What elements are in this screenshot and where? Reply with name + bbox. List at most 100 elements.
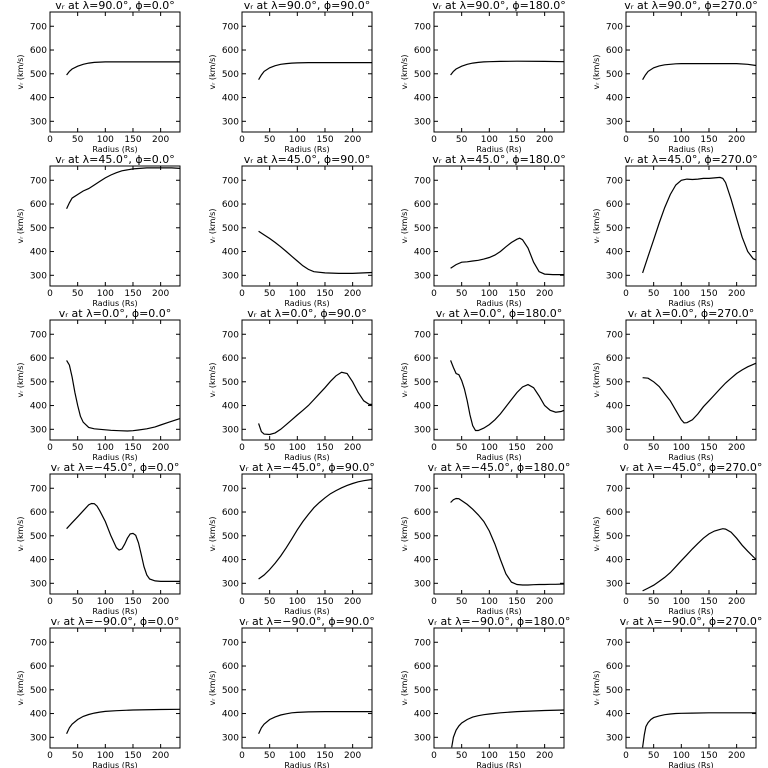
series-line <box>66 360 181 432</box>
x-tick-label: 150 <box>124 289 141 299</box>
panel-0-3: vᵣ at λ=90.0°, ϕ=270.0° 0 50 100 150 200 300 40… <box>592 0 758 154</box>
panel-3-3: vᵣ at λ=−45.0°, ϕ=270.0° 0 50 100 150 200 300 4… <box>592 461 762 616</box>
y-tick-label: 700 <box>222 330 239 340</box>
y-axis-label: vᵣ (km/s) <box>16 671 25 706</box>
x-tick-label: 150 <box>508 751 525 761</box>
x-tick-label: 200 <box>536 135 553 145</box>
y-tick-label: 300 <box>606 425 623 435</box>
x-tick-label: 200 <box>344 443 361 453</box>
plot-frame <box>625 165 757 287</box>
panel-title: vᵣ at λ=0.0°, ϕ=180.0° <box>436 307 563 320</box>
x-tick-label: 50 <box>456 289 468 299</box>
panel-4-1: vᵣ at λ=−90.0°, ϕ=90.0° 0 50 100 150 200 300 40… <box>208 615 375 768</box>
panel-0-2: vᵣ at λ=90.0°, ϕ=180.0° 0 50 100 150 200 300 40… <box>400 0 566 154</box>
x-axis-label: Radius (Rs) <box>284 299 329 308</box>
y-tick-label: 300 <box>414 117 431 127</box>
x-tick-label: 200 <box>344 597 361 607</box>
y-tick-label: 500 <box>414 378 431 388</box>
x-tick-label: 200 <box>152 443 169 453</box>
x-tick-label: 100 <box>289 289 306 299</box>
panel-title: vᵣ at λ=−45.0°, ϕ=180.0° <box>428 461 571 474</box>
y-tick-label: 600 <box>30 508 47 518</box>
y-tick-label: 700 <box>606 330 623 340</box>
x-tick-label: 150 <box>316 443 333 453</box>
panel-2-2: vᵣ at λ=0.0°, ϕ=180.0° 0 50 100 150 200 300 400… <box>400 307 565 462</box>
y-tick-label: 700 <box>606 22 623 32</box>
y-tick-label: 500 <box>30 378 47 388</box>
x-axis-label: Radius (Rs) <box>476 299 521 308</box>
panel-title: vᵣ at λ=45.0°, ϕ=0.0° <box>55 153 175 166</box>
plot-frame <box>241 627 373 749</box>
y-tick-label: 700 <box>30 330 47 340</box>
y-tick-label: 500 <box>30 686 47 696</box>
panel-title: vᵣ at λ=−90.0°, ϕ=0.0° <box>51 615 180 628</box>
x-tick-label: 0 <box>47 289 53 299</box>
y-tick-label: 300 <box>606 117 623 127</box>
y-axis-label: vᵣ (km/s) <box>592 671 601 706</box>
x-tick-label: 150 <box>124 751 141 761</box>
y-tick-label: 400 <box>222 248 239 258</box>
y-tick-label: 500 <box>414 532 431 542</box>
panel-title: vᵣ at λ=90.0°, ϕ=180.0° <box>432 0 566 12</box>
series-line <box>642 176 757 274</box>
y-tick-label: 400 <box>30 710 47 720</box>
x-axis-label: Radius (Rs) <box>284 145 329 154</box>
series-line <box>258 61 372 81</box>
y-tick-label: 400 <box>414 248 431 258</box>
x-tick-label: 150 <box>316 597 333 607</box>
x-tick-label: 100 <box>673 751 690 761</box>
y-tick-label: 300 <box>30 271 47 281</box>
y-tick-label: 600 <box>222 354 239 364</box>
x-axis-label: Radius (Rs) <box>476 453 521 462</box>
y-axis-label: vᵣ (km/s) <box>208 671 217 706</box>
x-tick-label: 0 <box>239 597 245 607</box>
plot-frame <box>241 319 373 441</box>
series-line <box>450 497 565 586</box>
y-tick-label: 600 <box>606 354 623 364</box>
panel-1-2: vᵣ at λ=45.0°, ϕ=180.0° 0 50 100 150 200 300 40… <box>400 153 566 308</box>
x-tick-label: 150 <box>700 289 717 299</box>
y-tick-label: 600 <box>30 46 47 56</box>
x-axis-label: Radius (Rs) <box>476 761 521 768</box>
x-tick-label: 50 <box>264 443 276 453</box>
y-tick-label: 300 <box>606 733 623 743</box>
y-tick-label: 400 <box>414 402 431 412</box>
plot-frame <box>49 473 181 595</box>
series-line <box>642 62 757 81</box>
x-tick-label: 0 <box>623 597 629 607</box>
y-tick-label: 700 <box>606 176 623 186</box>
series-line <box>66 708 181 734</box>
x-tick-label: 50 <box>72 289 84 299</box>
y-tick-label: 300 <box>606 579 623 589</box>
y-axis-label: vᵣ (km/s) <box>16 363 25 398</box>
series-line <box>258 478 373 580</box>
panel-title: vᵣ at λ=−45.0°, ϕ=270.0° <box>620 461 763 474</box>
y-tick-label: 300 <box>222 579 239 589</box>
x-tick-label: 50 <box>648 751 660 761</box>
series-line <box>258 230 373 274</box>
y-tick-label: 400 <box>606 710 623 720</box>
y-axis-label: vᵣ (km/s) <box>400 363 409 398</box>
y-tick-label: 700 <box>414 176 431 186</box>
x-axis-label: Radius (Rs) <box>92 761 137 768</box>
x-tick-label: 50 <box>456 443 468 453</box>
y-tick-label: 600 <box>222 508 239 518</box>
x-tick-label: 200 <box>344 289 361 299</box>
x-tick-label: 200 <box>152 597 169 607</box>
x-tick-label: 150 <box>508 289 525 299</box>
x-tick-label: 150 <box>700 443 717 453</box>
x-tick-label: 0 <box>239 443 245 453</box>
y-tick-label: 600 <box>606 508 623 518</box>
plot-frame <box>433 165 565 287</box>
plot-frame <box>433 627 565 749</box>
y-tick-label: 600 <box>414 200 431 210</box>
plot-frame <box>241 165 373 287</box>
plot-frame <box>49 11 181 133</box>
x-tick-label: 100 <box>481 443 498 453</box>
plot-frame <box>241 473 373 595</box>
y-tick-label: 300 <box>30 425 47 435</box>
x-tick-label: 200 <box>728 597 745 607</box>
x-tick-label: 0 <box>623 751 629 761</box>
x-tick-label: 0 <box>239 289 245 299</box>
y-axis-label: vᵣ (km/s) <box>208 209 217 244</box>
